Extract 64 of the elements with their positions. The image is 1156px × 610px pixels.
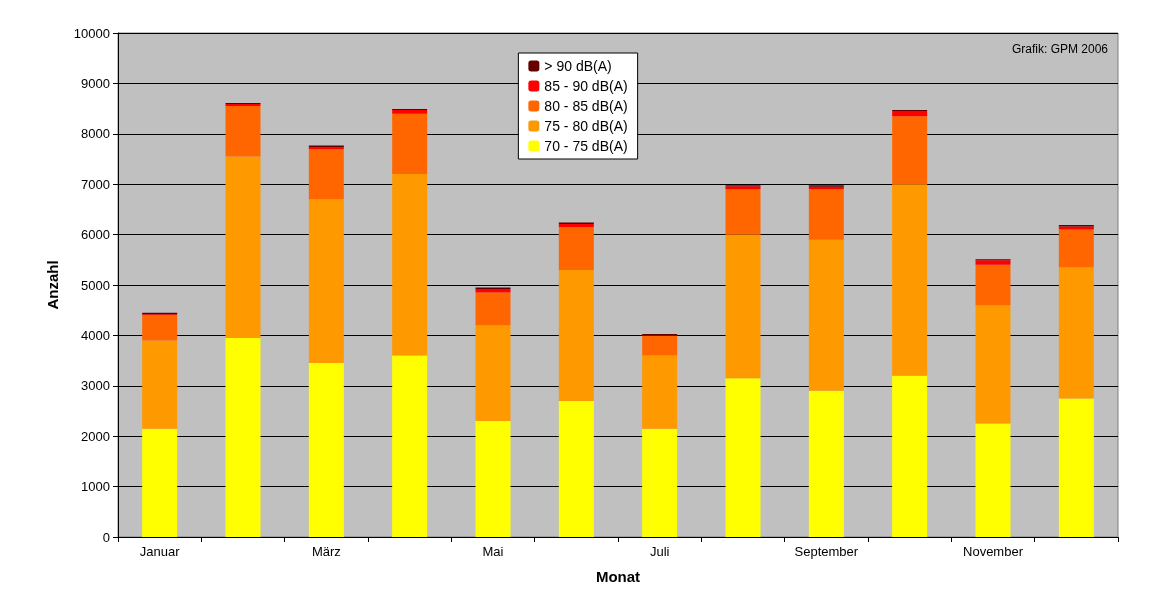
bar — [808, 189, 844, 240]
bar — [642, 335, 678, 356]
bar — [475, 325, 511, 422]
legend-label: 75 - 80 dB(A) — [544, 118, 628, 134]
bar — [392, 113, 428, 175]
bar — [892, 184, 928, 376]
legend-label: 85 - 90 dB(A) — [544, 78, 628, 94]
y-tick-label: 0 — [102, 529, 110, 545]
annotation: Grafik: GPM 2006 — [1011, 42, 1109, 56]
bar — [308, 148, 344, 200]
x-axis-title: Monat — [595, 568, 641, 585]
y-tick-label: 4000 — [81, 327, 110, 343]
bar — [975, 264, 1011, 306]
bar — [1058, 229, 1094, 268]
y-tick-label: 8000 — [81, 126, 110, 142]
bar — [558, 224, 594, 228]
bar — [1058, 267, 1094, 399]
y-tick-label: 9000 — [81, 75, 110, 91]
bar — [225, 337, 261, 537]
bar — [475, 292, 511, 326]
bar — [725, 189, 761, 235]
bar — [225, 106, 261, 157]
bar — [642, 428, 678, 537]
bar — [392, 174, 428, 356]
legend-label: 70 - 75 dB(A) — [544, 138, 628, 154]
bar — [558, 400, 594, 537]
x-tick-label: Mai — [482, 544, 504, 559]
legend-label: 80 - 85 dB(A) — [544, 98, 628, 114]
x-tick-label: März — [311, 544, 341, 559]
bar — [392, 355, 428, 537]
y-axis-title: Anzahl — [44, 260, 61, 310]
bar — [225, 156, 261, 338]
bar — [558, 269, 594, 401]
y-tick-label: 3000 — [81, 378, 110, 394]
bar — [975, 423, 1011, 537]
bar — [975, 260, 1011, 265]
bar — [142, 428, 178, 537]
y-tick-label: 1000 — [81, 479, 110, 495]
bar — [308, 363, 344, 537]
y-tick-label: 10000 — [73, 25, 110, 41]
x-tick-label: Januar — [139, 544, 181, 559]
y-tick-label: 2000 — [81, 428, 110, 444]
bar — [808, 390, 844, 537]
bar — [475, 421, 511, 537]
bar — [1058, 398, 1094, 537]
bar — [808, 239, 844, 391]
y-tick-label: 5000 — [81, 277, 110, 293]
bar — [892, 116, 928, 185]
bar — [308, 199, 344, 364]
y-tick-label: 6000 — [81, 227, 110, 243]
bar — [642, 355, 678, 429]
bar — [142, 340, 178, 429]
bar — [892, 111, 928, 117]
x-tick-label: November — [963, 544, 1024, 559]
y-tick-label: 7000 — [81, 176, 110, 192]
bar — [142, 315, 178, 341]
bar — [725, 234, 761, 379]
bar — [725, 378, 761, 537]
x-tick-label: September — [794, 544, 859, 559]
bar — [558, 227, 594, 270]
legend-label: > 90 dB(A) — [544, 58, 612, 74]
bar — [975, 305, 1011, 424]
bar — [892, 375, 928, 537]
x-tick-label: Juli — [649, 544, 670, 559]
